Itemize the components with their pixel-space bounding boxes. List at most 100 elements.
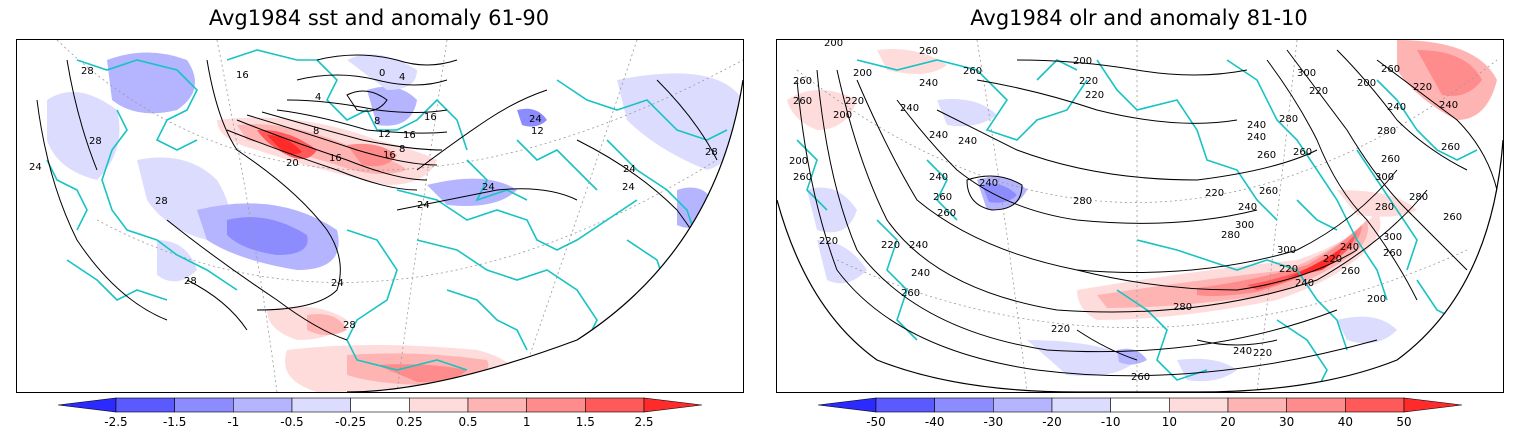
colorbar-arrow-right <box>1403 397 1462 413</box>
contour-label: 240 <box>1238 202 1257 213</box>
sst-colorbar: -2.5 -1.5 -1 -0.5 -0.25 0.25 0.5 1 1.5 2.5 <box>58 397 702 428</box>
contour-label: 28 <box>343 320 356 331</box>
contour-label: 200 <box>1367 294 1386 305</box>
contour-label: 260 <box>1257 150 1276 161</box>
contour-label: 16 <box>383 150 396 161</box>
contour-label: 260 <box>1441 142 1460 153</box>
contour-label: 8 <box>313 126 319 137</box>
colorbar-tick-label: 0.25 <box>396 415 423 428</box>
contour-label: 12 <box>531 126 544 137</box>
contour-label: 260 <box>901 288 920 299</box>
colorbar-segment <box>875 397 935 413</box>
contour-label: 260 <box>793 172 812 183</box>
contour-label: 220 <box>1085 90 1104 101</box>
contour-label: 24 <box>623 164 636 175</box>
contour-label: 280 <box>1173 302 1192 313</box>
olr-contours <box>796 49 1498 377</box>
colorbar-segment <box>350 397 410 413</box>
contour-label: 16 <box>424 112 437 123</box>
colorbar-segment <box>291 397 351 413</box>
colorbar-segment <box>174 397 234 413</box>
contour-label: 220 <box>845 96 864 107</box>
olr-anomaly-map: 200 260 200 240 260 200 220 260 220 240 … <box>776 39 1504 393</box>
contour-label: 16 <box>403 130 416 141</box>
colorbar-tick-label: 30 <box>1279 415 1294 428</box>
colorbar-tick-label: -0.5 <box>280 415 303 428</box>
colorbar-segment <box>526 397 586 413</box>
colorbar-tick-label: -20 <box>1042 415 1062 428</box>
right-map-title: Avg1984 olr and anomaly 81-10 <box>970 6 1308 30</box>
contour-label: 20 <box>286 158 299 169</box>
contour-label: 200 <box>833 110 852 121</box>
contour-label: 300 <box>1383 232 1402 243</box>
contour-label: 260 <box>1131 372 1150 383</box>
contour-label: 260 <box>937 208 956 219</box>
olr-coastlines <box>796 59 1478 391</box>
contour-label: 240 <box>929 130 948 141</box>
contour-label: 16 <box>236 70 249 81</box>
contour-label: 220 <box>1051 324 1070 335</box>
colorbar-tick-label: -10 <box>1101 415 1121 428</box>
olr-contour-labels: 200 260 200 240 260 200 220 260 220 240 … <box>789 40 1462 383</box>
contour-label: 260 <box>1293 147 1312 158</box>
contour-label: 260 <box>919 46 938 57</box>
colorbar-tick-label: 1 <box>523 415 531 428</box>
contour-label: 280 <box>1221 230 1240 241</box>
contour-label: 220 <box>1323 254 1342 265</box>
contour-label: 260 <box>1259 186 1278 197</box>
contour-label: 280 <box>1375 202 1394 213</box>
colorbar-tick-label: -50 <box>866 415 886 428</box>
contour-label: 260 <box>963 66 982 77</box>
contour-label: 24 <box>29 162 42 173</box>
colorbar-arrow-left <box>818 397 877 413</box>
colorbar-tick-label: 40 <box>1338 415 1353 428</box>
left-map-title: Avg1984 sst and anomaly 61-90 <box>208 6 550 30</box>
colorbar-tick-label: 20 <box>1220 415 1235 428</box>
contour-label: 24 <box>482 182 495 193</box>
colorbar-tick-label: 2.5 <box>634 415 653 428</box>
sst-coastlines <box>46 49 728 371</box>
colorbar-segment <box>233 397 293 413</box>
sst-map-canvas: 28 24 28 28 24 28 28 16 0 4 4 8 8 12 16 … <box>29 40 743 392</box>
colorbar-arrow-right <box>643 397 702 413</box>
contour-label: 200 <box>824 40 843 49</box>
contour-label: 8 <box>399 144 405 155</box>
contour-label: 240 <box>1295 278 1314 289</box>
colorbar-segment <box>115 397 175 413</box>
contour-label: 280 <box>1409 192 1428 203</box>
colorbar-segment <box>467 397 527 413</box>
contour-label: 0 <box>379 68 385 79</box>
colorbar-tick-label: -30 <box>984 415 1004 428</box>
contour-label: 28 <box>705 147 718 158</box>
colorbar-tick-label: 1.5 <box>576 415 595 428</box>
sst-anomaly-map: 28 24 28 28 24 28 28 16 0 4 4 8 8 12 16 … <box>16 39 744 393</box>
colorbar-tick-label: -2.5 <box>104 415 127 428</box>
colorbar-arrow-left <box>58 397 117 413</box>
contour-label: 280 <box>1073 196 1092 207</box>
contour-label: 200 <box>789 156 808 167</box>
contour-label: 28 <box>155 196 168 207</box>
contour-label: 240 <box>900 103 919 114</box>
contour-label: 260 <box>1381 154 1400 165</box>
contour-label: 220 <box>1413 82 1432 93</box>
colorbar-segment <box>409 397 469 413</box>
contour-label: 28 <box>89 136 102 147</box>
contour-label: 8 <box>374 116 380 127</box>
contour-label: 4 <box>315 92 321 103</box>
contour-label: 16 <box>329 153 342 164</box>
colorbar-tick-label: -1 <box>227 415 239 428</box>
contour-label: 240 <box>958 136 977 147</box>
contour-label: 240 <box>1387 102 1406 113</box>
contour-label: 220 <box>881 240 900 251</box>
sst-map-disk: 28 24 28 28 24 28 28 16 0 4 4 8 8 12 16 … <box>29 40 743 392</box>
contour-label: 260 <box>1381 64 1400 75</box>
colorbar-tick-label: -1.5 <box>163 415 186 428</box>
colorbar-segment <box>1110 397 1170 413</box>
colorbar-segment <box>993 397 1053 413</box>
contour-label: 260 <box>1341 266 1360 277</box>
contour-label: 240 <box>1233 346 1252 357</box>
olr-colorbar: -50 -40 -30 -20 -10 10 20 30 40 50 <box>818 397 1462 428</box>
contour-label: 220 <box>1309 86 1328 97</box>
sst-contour-labels: 28 24 28 28 24 28 28 16 0 4 4 8 8 12 16 … <box>29 66 718 331</box>
contour-label: 240 <box>929 172 948 183</box>
